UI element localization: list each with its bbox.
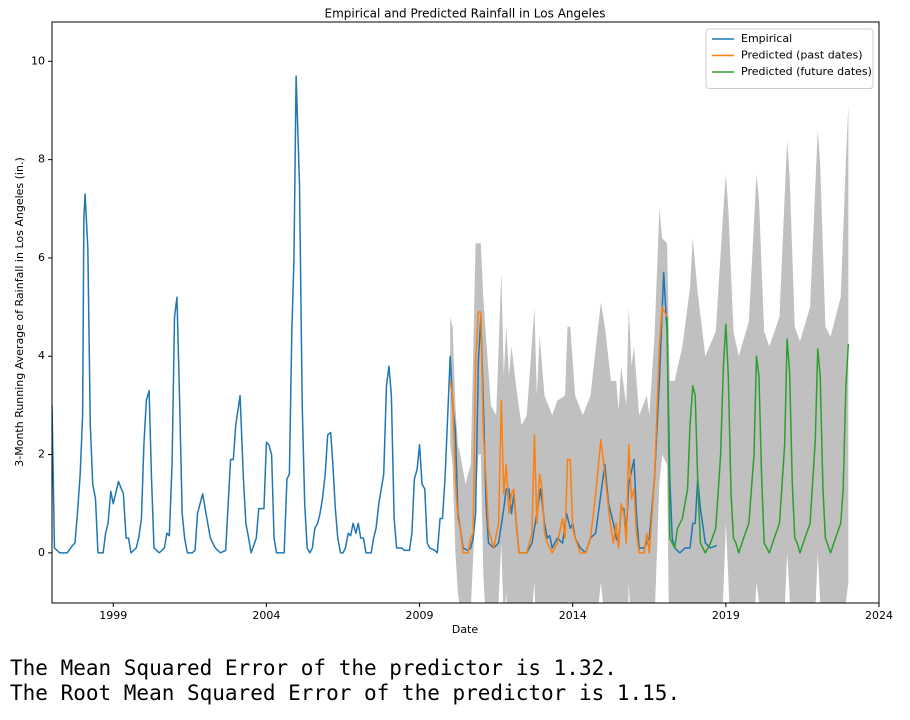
x-axis-label: Date <box>452 623 479 636</box>
y-axis-label: 3-Month Running Average of Rainfall in L… <box>13 157 26 467</box>
series-line <box>449 306 668 554</box>
plot-area <box>52 75 850 603</box>
y-tick-label: 10 <box>31 54 45 67</box>
x-tick-label: 1999 <box>99 609 127 622</box>
legend-label: Empirical <box>741 32 792 45</box>
output-line: The Root Mean Squared Error of the predi… <box>10 681 681 705</box>
y-tick-label: 0 <box>38 546 45 559</box>
x-tick-label: 2024 <box>865 609 893 622</box>
x-tick-label: 2009 <box>406 609 434 622</box>
series-line <box>666 316 850 554</box>
plot-frame <box>51 21 880 604</box>
chart: Empirical and Predicted Rainfall in Los … <box>13 7 893 637</box>
legend-label: Predicted (future dates) <box>741 65 872 78</box>
legend-label: Predicted (past dates) <box>741 49 863 62</box>
x-tick-label: 2014 <box>559 609 587 622</box>
y-tick-label: 4 <box>38 349 45 362</box>
y-tick-label: 8 <box>38 153 45 166</box>
chart-title: Empirical and Predicted Rainfall in Los … <box>325 7 606 21</box>
x-tick-label: 2004 <box>252 609 280 622</box>
legend-box <box>705 28 874 89</box>
output-text: The Mean Squared Error of the predictor … <box>10 656 680 706</box>
y-tick-label: 2 <box>38 448 45 461</box>
output-line: The Mean Squared Error of the predictor … <box>10 656 617 680</box>
x-tick-label: 2019 <box>712 609 740 622</box>
y-tick-label: 6 <box>38 251 45 264</box>
confidence-band <box>450 105 849 603</box>
